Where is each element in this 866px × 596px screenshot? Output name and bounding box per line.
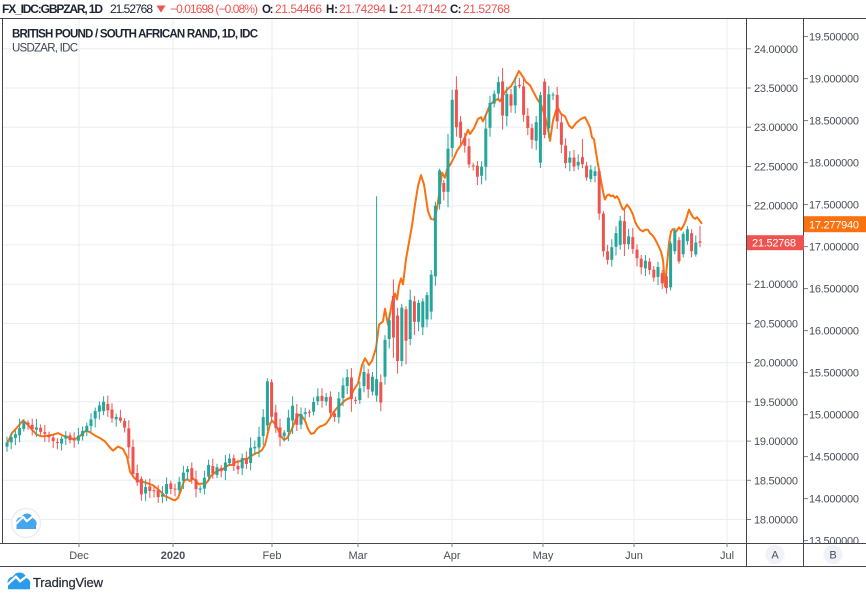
svg-text:21.74294: 21.74294 [339, 2, 386, 16]
svg-text:L:: L: [389, 4, 399, 16]
svg-text:O:: O: [262, 4, 274, 16]
svg-text:17.500000: 17.500000 [809, 200, 859, 212]
svg-text:2020: 2020 [161, 550, 185, 562]
svg-text:21.52768: 21.52768 [752, 238, 796, 250]
svg-text:19.000000: 19.000000 [809, 74, 859, 86]
svg-text:C:: C: [450, 4, 462, 16]
svg-text:19.50000: 19.50000 [754, 397, 798, 409]
svg-text:H:: H: [326, 4, 338, 16]
svg-text:19.500000: 19.500000 [809, 32, 859, 44]
svg-text:21.52768: 21.52768 [110, 2, 153, 16]
svg-text:−0.01698 (−0.08%): −0.01698 (−0.08%) [170, 2, 258, 16]
svg-text:15.500000: 15.500000 [809, 368, 859, 380]
svg-text:USDZAR, IDC: USDZAR, IDC [12, 43, 78, 55]
svg-text:Feb: Feb [263, 550, 282, 562]
svg-text:TradingView: TradingView [33, 575, 104, 590]
svg-text:Apr: Apr [443, 550, 460, 562]
svg-text:A: A [771, 550, 779, 562]
svg-text:24.00000: 24.00000 [754, 44, 798, 56]
svg-text:May: May [533, 550, 554, 562]
svg-text:19.00000: 19.00000 [754, 436, 798, 448]
svg-text:18.50000: 18.50000 [754, 475, 798, 487]
svg-text:22.00000: 22.00000 [754, 201, 798, 213]
svg-text:23.50000: 23.50000 [754, 83, 798, 95]
svg-text:Jun: Jun [625, 550, 643, 562]
svg-text:B: B [829, 550, 836, 562]
svg-text:16.000000: 16.000000 [809, 326, 859, 338]
svg-text:23.00000: 23.00000 [754, 122, 798, 134]
svg-text:Dec: Dec [69, 550, 89, 562]
svg-text:20.00000: 20.00000 [754, 358, 798, 370]
svg-text:14.500000: 14.500000 [809, 452, 859, 464]
svg-text:Jul: Jul [720, 550, 734, 562]
svg-text:18.500000: 18.500000 [809, 116, 859, 128]
svg-text:21.54466: 21.54466 [275, 2, 322, 16]
svg-text:17.277940: 17.277940 [809, 220, 859, 232]
svg-text:21.00000: 21.00000 [754, 279, 798, 291]
svg-text:BRITISH POUND / SOUTH AFRICAN: BRITISH POUND / SOUTH AFRICAN RAND, 1D, … [12, 29, 258, 41]
svg-text:18.000000: 18.000000 [809, 158, 859, 170]
svg-text:22.50000: 22.50000 [754, 162, 798, 174]
svg-text:14.000000: 14.000000 [809, 494, 859, 506]
svg-text:18.00000: 18.00000 [754, 515, 798, 527]
svg-text:Mar: Mar [349, 550, 368, 562]
svg-text:FX_IDC:GBPZAR, 1D: FX_IDC:GBPZAR, 1D [2, 2, 103, 16]
svg-text:21.47142: 21.47142 [400, 2, 447, 16]
svg-text:21.52768: 21.52768 [463, 2, 510, 16]
svg-text:13.500000: 13.500000 [809, 536, 859, 548]
svg-text:17.000000: 17.000000 [809, 242, 859, 254]
svg-text:20.50000: 20.50000 [754, 318, 798, 330]
svg-text:15.000000: 15.000000 [809, 410, 859, 422]
svg-text:16.500000: 16.500000 [809, 284, 859, 296]
